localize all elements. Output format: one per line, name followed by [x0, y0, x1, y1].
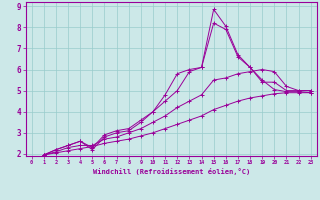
X-axis label: Windchill (Refroidissement éolien,°C): Windchill (Refroidissement éolien,°C): [92, 168, 250, 175]
